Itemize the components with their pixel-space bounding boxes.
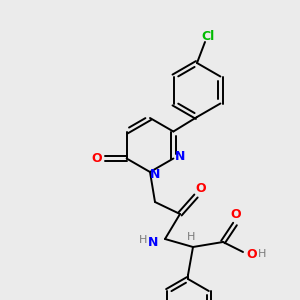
Text: Cl: Cl [201, 31, 214, 44]
Text: N: N [150, 169, 160, 182]
Text: H: H [187, 232, 195, 242]
Text: O: O [247, 248, 257, 262]
Text: O: O [231, 208, 241, 221]
Text: N: N [175, 150, 186, 163]
Text: N: N [148, 236, 158, 248]
Text: H: H [139, 235, 147, 245]
Text: O: O [91, 152, 102, 165]
Text: O: O [196, 182, 206, 196]
Text: H: H [258, 249, 266, 259]
